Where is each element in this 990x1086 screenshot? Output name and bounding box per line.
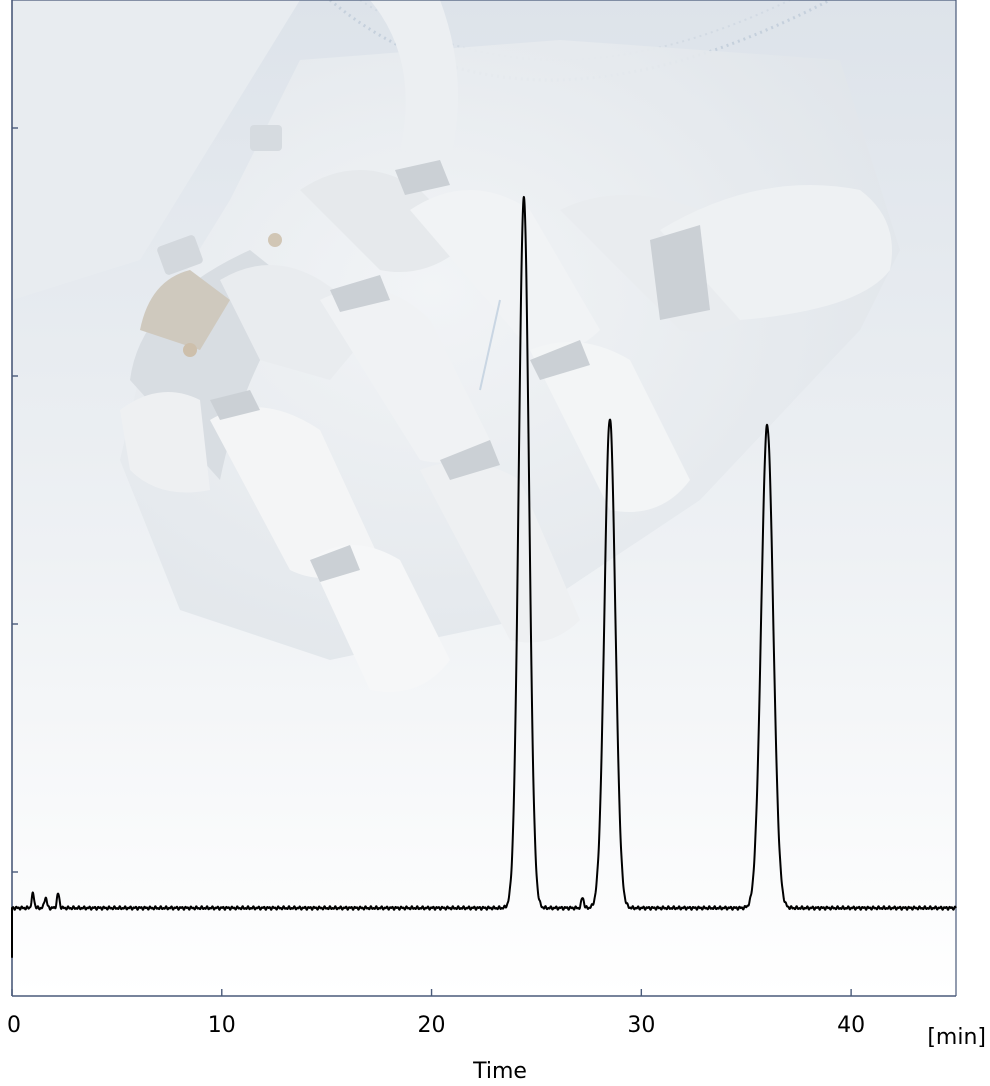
x-axis-unit: [min] [927, 1025, 986, 1050]
x-axis-title: Time [472, 1059, 527, 1084]
x-tick-label: 20 [418, 1013, 446, 1038]
x-tick-label: 0 [7, 1013, 21, 1038]
axes: 0 10 20 30 40 [7, 0, 957, 1038]
x-ticks: 0 10 20 30 40 [7, 989, 865, 1038]
x-tick-label: 10 [208, 1013, 236, 1038]
chromatogram-trace [11, 195, 957, 958]
x-tick-label: 40 [837, 1013, 865, 1038]
x-tick-label: 30 [627, 1013, 655, 1038]
y-ticks [12, 127, 18, 873]
robot-hand-watermark [12, 0, 956, 996]
